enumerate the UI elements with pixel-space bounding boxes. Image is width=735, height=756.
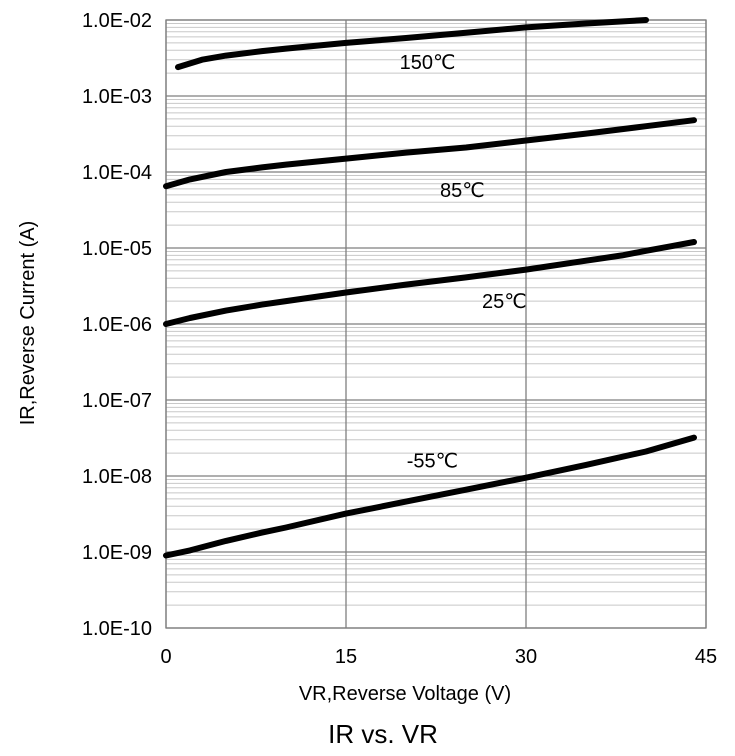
minor-gridlines — [166, 22, 706, 606]
y-tick-label: 1.0E-08 — [82, 466, 152, 488]
y-axis-label: IR,Reverse Current (A) — [17, 221, 39, 426]
y-tick-label: 1.0E-09 — [82, 542, 152, 564]
y-tick-label: 1.0E-05 — [82, 238, 152, 260]
y-tick-label: 1.0E-06 — [82, 314, 152, 336]
series-label-3: 25℃ — [482, 291, 527, 313]
series-lines — [163, 17, 697, 559]
series-labels: 150℃ 85℃ 25℃ -55℃ — [400, 52, 527, 472]
x-tick-label: 45 — [695, 646, 717, 668]
series-line-4 — [163, 434, 697, 559]
x-tick-label: 30 — [515, 646, 537, 668]
series-label-4: -55℃ — [407, 450, 458, 472]
x-tick-label: 15 — [335, 646, 357, 668]
series-line-3 — [163, 239, 697, 327]
x-tick-label: 0 — [160, 646, 171, 668]
y-tick-label: 1.0E-07 — [82, 390, 152, 412]
y-tick-label: 1.0E-04 — [82, 162, 152, 184]
x-tick-labels: 0 15 30 45 — [160, 646, 717, 668]
y-tick-label: 1.0E-10 — [82, 618, 152, 640]
x-axis-label: VR,Reverse Voltage (V) — [299, 683, 511, 705]
y-tick-label: 1.0E-03 — [82, 86, 152, 108]
y-tick-labels: 1.0E-10 1.0E-09 1.0E-08 1.0E-07 1.0E-06 1.0E-… — [82, 10, 152, 640]
series-label-2: 85℃ — [440, 180, 485, 202]
series-line-2 — [163, 117, 697, 190]
y-tick-label: 1.0E-02 — [82, 10, 152, 32]
series-label-1: 150℃ — [400, 52, 456, 74]
series-line-1 — [175, 17, 649, 71]
chart-title: IR vs. VR — [328, 719, 438, 749]
